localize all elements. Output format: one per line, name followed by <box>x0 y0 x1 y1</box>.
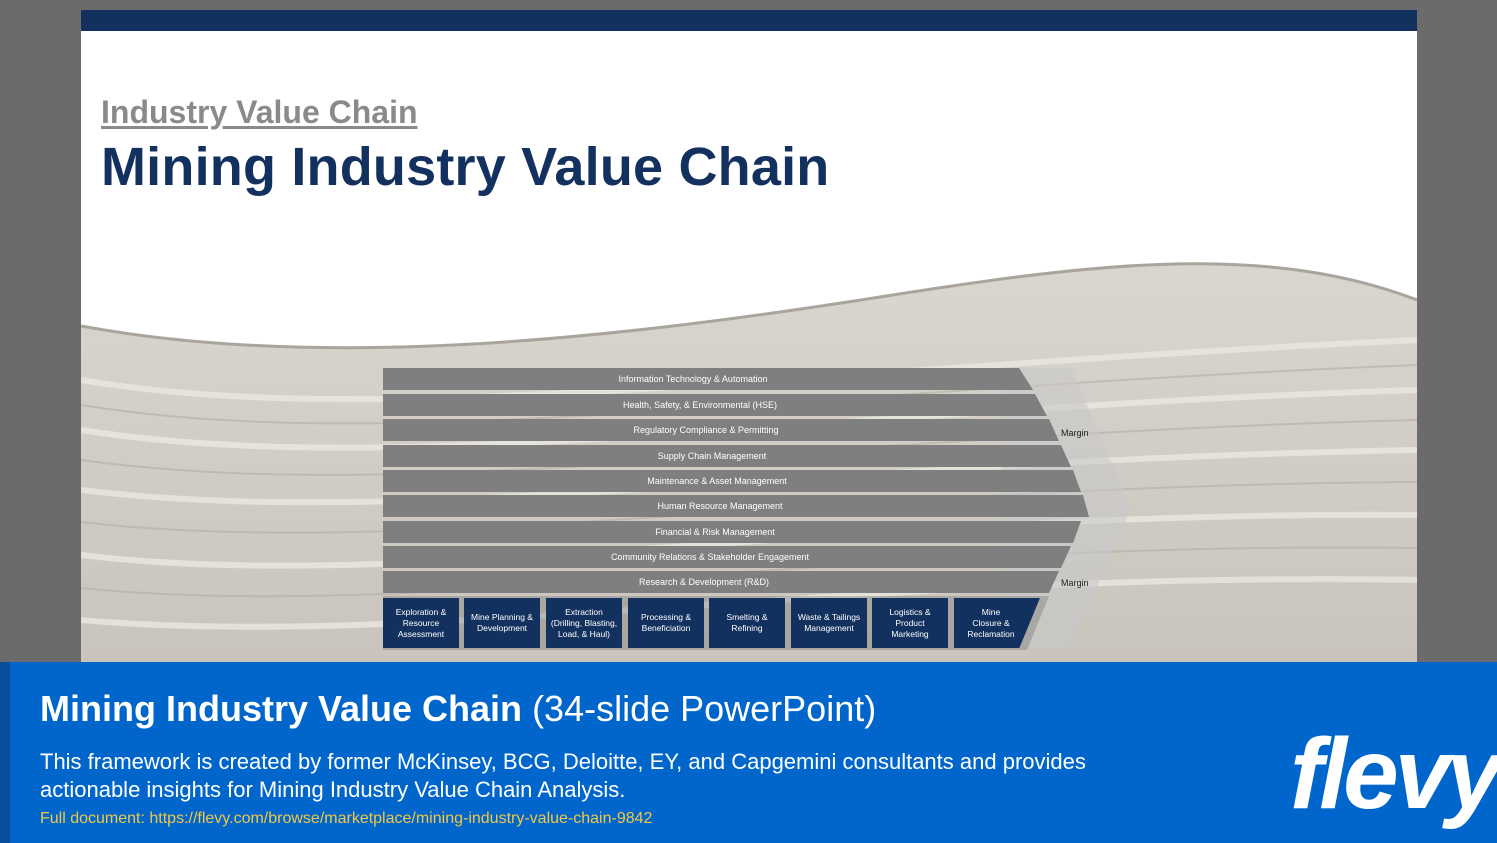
primary-activity-label: Mine Closure & Reclamation <box>967 606 1015 639</box>
promo-banner: Mining Industry Value Chain (34-slide Po… <box>0 662 1497 843</box>
support-activity: Health, Safety, & Environmental (HSE) <box>383 394 1047 416</box>
support-activity-label: Research & Development (R&D) <box>638 577 770 587</box>
support-activity-label: Health, Safety, & Environmental (HSE) <box>623 400 777 410</box>
flevy-logo: flevy <box>1290 718 1497 830</box>
support-activity: Financial & Risk Management <box>383 521 1077 543</box>
slide-subtitle: Industry Value Chain <box>101 94 418 130</box>
support-activity: Supply Chain Management <box>383 445 1071 467</box>
primary-activity: Waste & Tailings Management <box>791 598 867 648</box>
primary-activity-label: Extraction (Drilling, Blasting, Load, & … <box>550 606 618 639</box>
primary-activity: Processing & Beneficiation <box>628 598 704 648</box>
support-activity-label: Supply Chain Management <box>657 451 767 461</box>
banner-title-main: Mining Industry Value Chain <box>40 688 523 729</box>
support-activity-label: Maintenance & Asset Management <box>647 476 787 486</box>
primary-activity: Exploration & Resource Assessment <box>383 598 459 648</box>
support-activity: Human Resource Management <box>383 495 1087 517</box>
support-activity-label: Community Relations & Stakeholder Engage… <box>610 552 810 562</box>
support-activity: Regulatory Compliance & Permitting <box>383 419 1059 441</box>
slide-top-bar <box>81 10 1417 31</box>
support-activity-label: Financial & Risk Management <box>655 527 775 537</box>
margin-label-bottom: Margin <box>1061 578 1089 588</box>
primary-activity: Mine Planning & Development <box>464 598 540 648</box>
primary-activity-label: Logistics & Product Marketing <box>889 606 931 639</box>
primary-activity-label: Waste & Tailings Management <box>797 612 861 633</box>
support-activity-label: Regulatory Compliance & Permitting <box>633 425 779 435</box>
banner-title-suffix: (34-slide PowerPoint) <box>532 688 877 729</box>
primary-activity: Extraction (Drilling, Blasting, Load, & … <box>546 598 622 648</box>
primary-activity: Logistics & Product Marketing <box>872 598 948 648</box>
document-link[interactable]: Full document: https://flevy.com/browse/… <box>40 810 653 827</box>
banner-edge <box>0 662 10 843</box>
support-activity: Maintenance & Asset Management <box>383 470 1081 492</box>
support-activity: Information Technology & Automation <box>383 368 1033 390</box>
primary-activity-label: Exploration & Resource Assessment <box>395 606 447 639</box>
support-activity: Research & Development (R&D) <box>383 571 1055 593</box>
primary-activity-label: Mine Planning & Development <box>471 612 533 633</box>
banner-description: This framework is created by former McKi… <box>40 749 1086 802</box>
primary-activity-label: Smelting & Refining <box>726 612 768 633</box>
support-activity-label: Human Resource Management <box>657 501 783 511</box>
margin-label-top: Margin <box>1061 428 1089 438</box>
support-activity-label: Information Technology & Automation <box>618 374 768 384</box>
slide-title: Mining Industry Value Chain <box>101 137 830 197</box>
primary-activity-label: Processing & Beneficiation <box>640 612 692 633</box>
slide: Industry Value Chain Mining Industry Val… <box>81 10 1417 665</box>
support-activity: Community Relations & Stakeholder Engage… <box>383 546 1067 568</box>
banner-title: Mining Industry Value Chain (34-slide Po… <box>40 688 876 730</box>
primary-activity: Smelting & Refining <box>709 598 785 648</box>
